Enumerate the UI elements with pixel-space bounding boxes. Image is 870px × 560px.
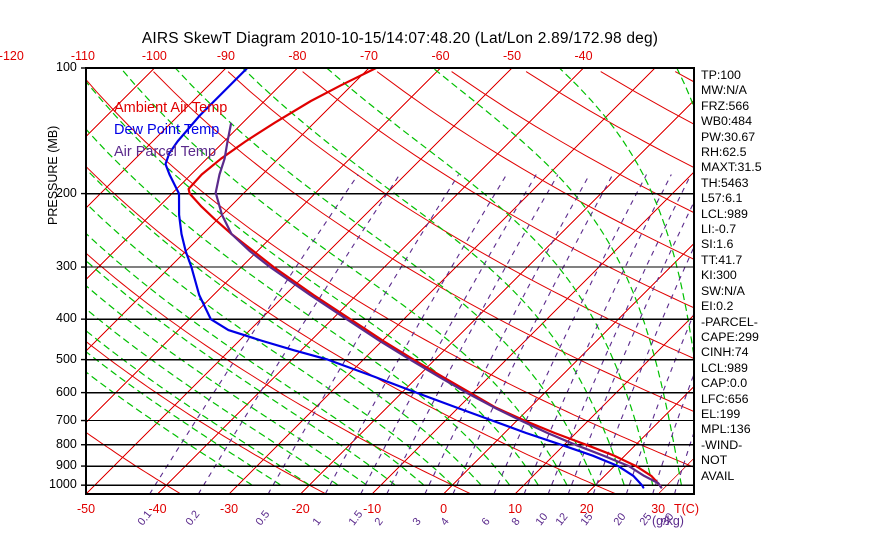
parameter-pw: PW:30.67 — [701, 129, 756, 144]
page-title: AIRS SkewT Diagram 2010-10-15/14:07:48.2… — [141, 30, 659, 47]
parameter-not: NOT — [701, 453, 728, 468]
parameter-li: LI:-0.7 — [701, 222, 737, 237]
parameter-wb0: WB0:484 — [701, 114, 752, 129]
temp-axis-label: T(C) — [674, 502, 699, 516]
top-temp-tick--70: -70 — [359, 49, 379, 63]
parameter-frz: FRZ:566 — [701, 98, 750, 113]
pressure-tick-label-300: 300 — [56, 259, 77, 274]
legend-entry-dew-point-temp: Dew Point Temp — [114, 122, 220, 138]
parameter-mw: MW:N/A — [701, 83, 747, 98]
parameter-tt: TT:41.7 — [701, 252, 743, 267]
pressure-tick-label-400: 400 — [56, 311, 77, 326]
top-temp-tick--40: -40 — [574, 49, 593, 63]
bottom-temp-tick--40: -40 — [148, 502, 167, 516]
pressure-tick-label-1000: 1000 — [49, 477, 77, 492]
parameter-si: SI:1.6 — [701, 237, 734, 252]
parameter-lcl: LCL:989 — [701, 360, 748, 375]
parameter-mpl: MPL:136 — [701, 422, 751, 437]
parameter-rh: RH:62.5 — [701, 145, 747, 160]
parameter-avail: AVAIL — [701, 468, 735, 483]
pressure-tick-label-800: 800 — [56, 436, 77, 451]
parameter-ki: KI:300 — [701, 268, 737, 283]
bottom-temp-tick-30: 30 — [651, 502, 666, 516]
bottom-temp-tick--20: -20 — [291, 502, 310, 516]
pressure-tick-label-900: 900 — [56, 458, 77, 473]
pressure-tick-label-100: 100 — [56, 60, 77, 74]
bottom-temp-tick-0: 0 — [440, 502, 448, 516]
top-temp-tick--90: -90 — [216, 49, 235, 63]
top-temp-tick--50: -50 — [503, 49, 522, 63]
bottom-temp-tick-10: 10 — [508, 502, 523, 516]
parameter-cinh: CINH:74 — [701, 345, 749, 360]
pressure-tick-label-200: 200 — [56, 185, 77, 200]
top-temp-tick--100: -100 — [141, 49, 167, 63]
pressure-tick-label-700: 700 — [56, 412, 77, 427]
top-temp-tick--120: -120 — [0, 49, 24, 63]
parameter-tp: TP:100 — [701, 68, 741, 82]
pressure-tick-label-500: 500 — [56, 351, 77, 366]
parameter-th: TH:5463 — [701, 175, 749, 190]
parameter-lfc: LFC:656 — [701, 391, 749, 406]
parameter-cap: CAP:0.0 — [701, 376, 748, 391]
parameter-parcel: -PARCEL- — [701, 314, 758, 329]
legend-entry-ambient-air-temp: Ambient Air Temp — [114, 100, 228, 116]
parameter-ei: EI:0.2 — [701, 299, 734, 314]
parameter-lcl: LCL:989 — [701, 206, 748, 221]
bottom-temp-tick--30: -30 — [220, 502, 239, 516]
parameter-sw: SW:N/A — [701, 283, 745, 298]
parameter-maxt: MAXT:31.5 — [701, 160, 762, 175]
sounding-parameter-list: TP:100 MW:N/A FRZ:566 WB0:484 PW:30.67 RH:62.… — [701, 68, 821, 484]
mixing-ratio-axis-label: (g/kg) — [652, 514, 684, 528]
top-temp-tick--80: -80 — [288, 49, 307, 63]
parameter-wind: -WIND- — [701, 437, 743, 452]
bottom-temp-tick--50: -50 — [77, 502, 96, 516]
bottom-temp-tick--10: -10 — [363, 502, 382, 516]
top-temp-tick--60: -60 — [431, 49, 450, 63]
parameter-l57: L57:6.1 — [701, 191, 743, 206]
pressure-axis-label: PRESSURE (MB) — [46, 125, 60, 225]
pressure-tick-label-600: 600 — [56, 384, 77, 399]
parameter-cape: CAPE:299 — [701, 329, 759, 344]
bottom-temp-tick-20: 20 — [579, 502, 594, 516]
top-temp-tick--110: -110 — [70, 49, 95, 63]
parameter-el: EL:199 — [701, 406, 741, 421]
legend-entry-air-parcel-temp: Air Parcel Temp — [114, 144, 217, 160]
